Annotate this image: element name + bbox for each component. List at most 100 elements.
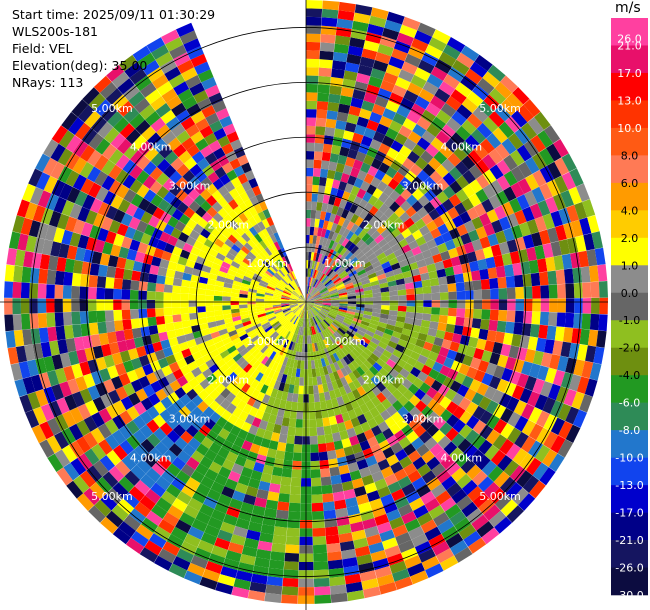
velocity-gate	[69, 232, 81, 247]
velocity-gate	[312, 269, 317, 279]
velocity-gate	[198, 424, 211, 437]
velocity-gate	[347, 293, 356, 297]
colorbar-swatch	[611, 512, 648, 541]
velocity-gate	[419, 326, 430, 335]
velocity-gate	[260, 384, 269, 394]
colorbar-swatch	[611, 100, 648, 129]
velocity-gate	[356, 554, 373, 566]
velocity-gate	[461, 197, 474, 212]
velocity-gate	[237, 173, 249, 185]
velocity-gate	[39, 439, 55, 458]
velocity-gate	[264, 296, 273, 300]
velocity-gate	[148, 393, 161, 406]
velocity-gate	[590, 281, 600, 298]
velocity-gate	[115, 386, 128, 401]
velocity-gate	[320, 228, 327, 238]
velocity-gate	[417, 59, 435, 74]
velocity-gate	[495, 190, 509, 206]
velocity-gate	[189, 318, 200, 327]
velocity-gate	[482, 71, 500, 88]
velocity-gate	[438, 81, 456, 96]
velocity-gate	[247, 298, 256, 302]
velocity-gate	[183, 570, 203, 585]
velocity-gate	[243, 339, 253, 348]
velocity-gate	[462, 479, 478, 496]
velocity-gate	[219, 363, 230, 373]
velocity-gate	[238, 410, 249, 422]
velocity-gate	[514, 431, 529, 449]
velocity-gate	[297, 302, 306, 305]
velocity-gate	[431, 463, 446, 477]
velocity-gate	[376, 123, 389, 136]
velocity-gate	[342, 249, 351, 258]
velocity-gate	[77, 403, 91, 420]
velocity-gate	[240, 502, 255, 514]
velocity-gate	[311, 201, 318, 211]
velocity-gate	[239, 223, 249, 233]
velocity-gate	[352, 159, 364, 170]
velocity-gate	[516, 470, 533, 488]
velocity-gate	[465, 429, 480, 444]
velocity-gate	[321, 8, 339, 19]
velocity-gate	[254, 557, 270, 568]
velocity-gate	[257, 211, 267, 221]
velocity-gate	[521, 436, 536, 453]
velocity-gate	[176, 548, 194, 563]
velocity-gate	[362, 314, 372, 320]
velocity-gate	[294, 325, 299, 334]
velocity-gate	[294, 289, 301, 296]
velocity-gate	[464, 388, 477, 402]
velocity-gate	[321, 331, 328, 340]
velocity-gate	[405, 311, 415, 319]
velocity-gate	[228, 248, 238, 257]
velocity-gate	[416, 512, 433, 526]
velocity-gate	[276, 283, 285, 290]
velocity-gate	[163, 284, 173, 293]
velocity-gate	[371, 243, 381, 253]
velocity-gate	[86, 166, 102, 183]
velocity-gate	[320, 274, 327, 283]
velocity-gate	[427, 411, 440, 424]
velocity-gate	[346, 290, 356, 295]
velocity-gate	[140, 326, 151, 337]
velocity-gate	[87, 299, 97, 312]
velocity-gate	[324, 374, 332, 384]
velocity-gate	[176, 22, 195, 37]
velocity-gate	[446, 349, 458, 361]
velocity-gate	[125, 203, 138, 217]
velocity-gate	[275, 390, 284, 400]
velocity-gate	[585, 345, 597, 363]
velocity-gate	[405, 282, 415, 290]
velocity-gate	[296, 309, 302, 317]
velocity-gate	[290, 295, 299, 300]
velocity-gate	[306, 192, 312, 202]
velocity-gate	[500, 423, 515, 439]
velocity-gate	[310, 308, 316, 316]
velocity-gate	[483, 94, 501, 111]
velocity-gate	[218, 428, 230, 440]
velocity-gate	[145, 111, 161, 126]
velocity-gate	[249, 443, 261, 454]
velocity-gate	[287, 284, 295, 291]
velocity-gate	[485, 400, 499, 415]
velocity-gate	[67, 378, 80, 395]
velocity-gate	[337, 216, 346, 227]
velocity-gate	[126, 537, 145, 554]
velocity-gate	[170, 227, 182, 239]
velocity-gate	[434, 261, 445, 271]
velocity-gate	[498, 393, 512, 408]
velocity-gate	[362, 261, 372, 269]
velocity-gate	[117, 100, 134, 117]
velocity-gate	[462, 354, 474, 367]
velocity-gate	[385, 166, 398, 179]
velocity-gate	[417, 463, 432, 477]
velocity-gate	[207, 321, 217, 329]
velocity-gate	[511, 385, 525, 400]
velocity-gate	[472, 107, 489, 123]
velocity-gate	[172, 314, 182, 323]
range-ring-label: 3.00km	[402, 413, 444, 426]
velocity-gate	[98, 332, 109, 346]
velocity-gate	[238, 510, 252, 522]
velocity-gate	[158, 519, 175, 534]
velocity-gate	[409, 330, 420, 339]
